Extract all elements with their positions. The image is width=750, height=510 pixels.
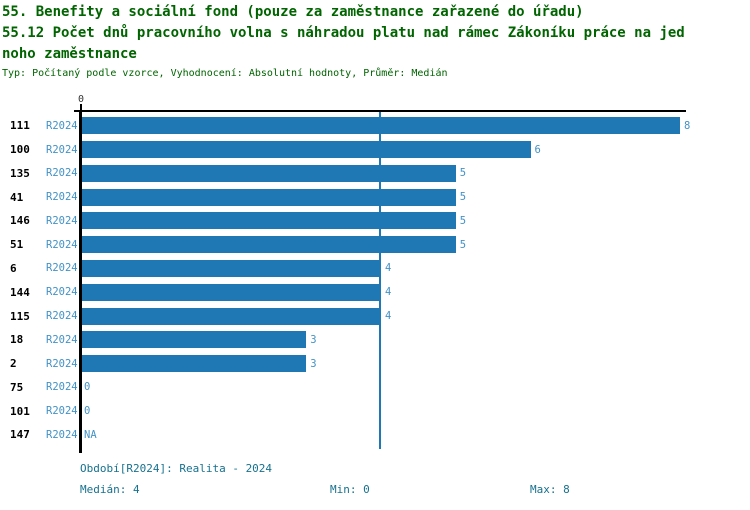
org-id-label: 135 [10,166,30,180]
period-series-label: R2024 [46,119,78,132]
value-label: 4 [385,310,392,323]
period-series-label: R2024 [46,191,78,204]
min-stat: Min: 0 [330,483,370,496]
value-bar [82,260,381,277]
indicator-subtitle: Typ: Počítaný podle vzorce, Vyhodnocení:… [2,68,448,79]
median-reference-line [379,112,381,449]
org-id-label: 144 [10,285,30,299]
period-series-label: R2024 [46,428,78,441]
period-series-label: R2024 [46,405,78,418]
period-series-label: R2024 [46,238,78,251]
value-bar [82,283,381,301]
value-label: 3 [310,333,317,346]
org-id-label: 147 [10,428,30,442]
value-label: 8 [684,119,691,132]
period-series-label: R2024 [46,357,78,370]
org-id-label: 6 [10,261,17,275]
section-title: 55. Benefity a sociální fond (pouze za z… [2,4,584,20]
period-series-label: R2024 [46,381,78,394]
indicator-title-line1: 55.12 Počet dnů pracovního volna s náhra… [2,25,685,41]
value-bar [82,141,531,159]
period-series-label: R2024 [46,262,78,275]
value-bar [82,355,307,373]
value-label: 5 [459,191,467,204]
value-bar [82,164,456,182]
chart-row: 100 R2024 6 [0,138,750,162]
value-label: 3 [310,357,317,370]
period-legend: Období[R2024]: Realita - 2024 [80,462,273,475]
chart-row: 41 R2024 5 [0,185,750,209]
value-label: 5 [459,238,467,251]
chart-row: 115 R2024 4 [0,304,750,328]
value-label: 0 [84,381,91,394]
value-label: 4 [385,286,392,299]
value-label: NA [84,428,97,441]
value-bar [82,117,680,135]
x-axis-tick-mark [80,104,82,111]
chart-row: 6 R2024 4 [0,257,750,281]
y-axis-line [79,110,82,453]
chart-row: 111 R2024 8 [0,114,750,138]
x-axis-tick-label: 0 [77,94,85,105]
org-id-label: 18 [10,333,24,347]
indicator-title-line2: noho zaměstnance [2,46,137,62]
org-id-label: 41 [10,190,24,204]
value-label: 4 [385,262,392,275]
org-id-label: 2 [10,357,17,371]
value-label: 5 [459,214,467,227]
median-stat: Medián: 4 [80,483,140,496]
chart-row: 2 R2024 3 [0,352,750,376]
value-bar [82,307,381,325]
period-series-label: R2024 [46,286,78,299]
org-id-label: 115 [10,309,30,323]
org-id-label: 100 [10,143,30,157]
chart-row: 51 R2024 5 [0,233,750,257]
value-label: 6 [534,143,541,156]
org-id-label: 146 [10,214,30,228]
value-bar [82,331,307,349]
chart-row: 144 R2024 4 [0,280,750,304]
period-series-label: R2024 [46,310,78,323]
max-stat: Max: 8 [530,483,570,496]
period-series-label: R2024 [46,333,78,346]
chart-row: 101 R2024 0 [0,399,750,423]
value-bar [82,188,456,206]
value-label: 0 [84,405,91,418]
chart-row: 18 R2024 3 [0,328,750,352]
chart-row: 147 R2024 NA [0,423,750,447]
value-bar [82,236,456,254]
chart-header: 55. Benefity a sociální fond (pouze za z… [2,2,748,80]
period-series-label: R2024 [46,143,78,156]
x-axis-line [74,110,686,112]
org-id-label: 101 [10,404,30,418]
org-id-label: 75 [10,380,24,394]
org-id-label: 111 [10,119,30,133]
org-id-label: 51 [10,238,24,252]
period-series-label: R2024 [46,214,78,227]
chart-row: 75 R2024 0 [0,375,750,399]
value-label: 5 [459,167,467,180]
chart-row: 135 R2024 5 [0,162,750,186]
period-series-label: R2024 [46,167,78,180]
chart-row: 146 R2024 5 [0,209,750,233]
value-bar [82,212,456,230]
